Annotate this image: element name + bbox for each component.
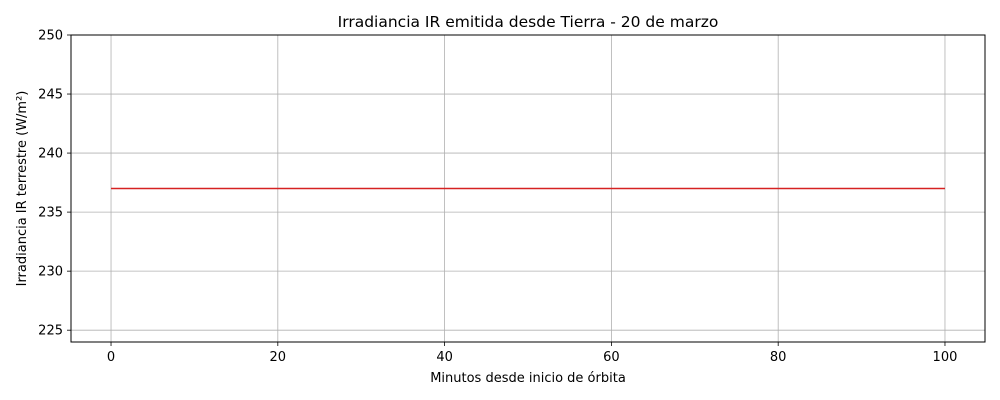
x-tick-label: 20 (270, 350, 287, 365)
y-tick-label: 235 (38, 206, 63, 221)
x-tick-label: 60 (603, 350, 620, 365)
y-tick-label: 250 (38, 29, 63, 44)
ticks: 0 20 40 60 80 100 225 230 235 240 245 250 (38, 29, 957, 366)
plot-frame (70, 34, 986, 343)
chart-title: Irradiancia IR emitida desde Tierra - 20… (338, 13, 719, 31)
y-tick-label: 245 (38, 88, 63, 103)
y-axis-label: Irradiancia IR terrestre (W/m²) (15, 91, 30, 287)
x-tick-label: 0 (107, 350, 115, 365)
x-tick-label: 80 (770, 350, 787, 365)
x-tick-label: 40 (436, 350, 453, 365)
y-tick-label: 225 (38, 324, 63, 339)
x-tick-label: 100 (933, 350, 958, 365)
y-tick-label: 240 (38, 147, 63, 162)
x-axis-label: Minutos desde inicio de órbita (430, 371, 626, 386)
y-tick-label: 230 (38, 265, 63, 280)
